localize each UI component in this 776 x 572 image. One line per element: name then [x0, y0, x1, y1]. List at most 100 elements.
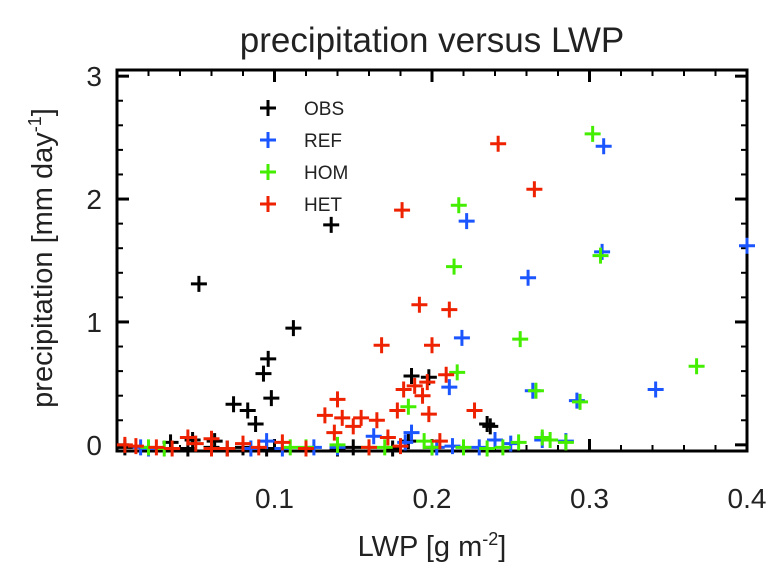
- point-obs: [225, 396, 242, 413]
- x-axis-label: LWP [g m-2]: [358, 529, 507, 563]
- point-het: [466, 402, 483, 419]
- y-tick-label: 3: [86, 61, 102, 92]
- point-het: [298, 440, 314, 457]
- point-hom: [592, 247, 609, 264]
- legend-label: HOM: [304, 163, 348, 184]
- x-axis-label-close: ]: [498, 531, 506, 563]
- point-obs: [247, 415, 264, 432]
- point-obs: [260, 350, 277, 367]
- point-ref: [594, 243, 611, 260]
- legend-item-hom: HOM: [260, 163, 348, 184]
- point-hom: [512, 331, 529, 348]
- point-hom: [449, 364, 466, 381]
- point-obs: [190, 275, 207, 292]
- point-het: [441, 301, 458, 318]
- point-hom: [329, 436, 346, 453]
- point-hom: [557, 434, 574, 451]
- point-het: [334, 409, 351, 426]
- point-het: [394, 202, 411, 219]
- point-hom: [542, 431, 559, 448]
- point-ref: [520, 269, 537, 286]
- x-axis-label-superscript: -2: [482, 529, 498, 549]
- point-het: [424, 337, 440, 354]
- point-het: [368, 412, 385, 429]
- plot-area: [115, 68, 749, 453]
- point-het: [219, 440, 236, 457]
- y-axis-label: precipitation [mm day-1]: [25, 108, 59, 408]
- point-ref: [647, 381, 664, 398]
- point-hom: [688, 358, 705, 375]
- legend-item-ref: REF: [260, 131, 342, 152]
- point-hom: [450, 197, 467, 214]
- point-hom: [400, 398, 417, 415]
- point-obs: [285, 320, 302, 337]
- legend-item-het: HET: [260, 195, 342, 216]
- point-hom: [572, 393, 589, 410]
- y-axis-label-close: ]: [27, 108, 59, 116]
- point-hom: [376, 439, 393, 456]
- y-tick-label: 0: [86, 430, 102, 461]
- point-obs: [263, 390, 280, 407]
- point-obs: [482, 418, 499, 435]
- legend-marker: [260, 100, 276, 116]
- point-ref: [595, 138, 612, 155]
- point-hom: [584, 125, 601, 142]
- legend-label: REF: [304, 131, 342, 152]
- point-het: [420, 406, 437, 423]
- y-axis: 0 1 2 3: [86, 61, 747, 461]
- point-obs: [479, 415, 496, 432]
- legend-marker: [260, 196, 276, 212]
- point-het: [148, 439, 165, 456]
- point-het: [431, 433, 448, 450]
- y-tick-label: 2: [86, 184, 102, 215]
- point-het: [326, 424, 343, 441]
- series-hom: [140, 125, 705, 457]
- point-het: [419, 374, 436, 391]
- point-het: [274, 434, 291, 451]
- x-tick-label: 0.2: [413, 483, 452, 514]
- point-obs: [403, 368, 420, 385]
- x-tick-label: 0.1: [255, 483, 294, 514]
- point-obs: [239, 402, 256, 419]
- point-het: [373, 337, 390, 354]
- point-ref: [453, 329, 470, 346]
- point-ref: [403, 424, 420, 441]
- point-hom: [455, 439, 472, 456]
- point-ref: [365, 428, 382, 445]
- point-het: [411, 296, 428, 313]
- point-het: [392, 438, 409, 455]
- point-het: [389, 402, 406, 419]
- y-tick-label: 1: [86, 307, 102, 338]
- y-axis-label-main: precipitation [mm day: [27, 132, 59, 408]
- point-het: [316, 407, 333, 424]
- point-hom: [479, 440, 496, 457]
- point-hom: [527, 382, 544, 399]
- point-het: [526, 181, 543, 198]
- point-obs: [323, 216, 340, 233]
- point-hom: [446, 258, 463, 275]
- point-het: [187, 435, 204, 452]
- point-obs: [345, 439, 362, 456]
- x-axis-label-main: LWP [g m: [358, 531, 483, 563]
- legend-item-obs: OBS: [260, 99, 344, 120]
- y-axis-label-superscript: -1: [25, 116, 45, 132]
- point-het: [345, 418, 362, 435]
- legend-label: OBS: [304, 99, 344, 120]
- point-het: [353, 409, 370, 426]
- point-obs: [255, 365, 272, 382]
- point-het: [329, 391, 346, 408]
- point-hom: [494, 439, 511, 456]
- point-het: [361, 439, 377, 456]
- point-het: [379, 429, 396, 446]
- series-obs: [116, 216, 499, 457]
- point-het: [414, 387, 431, 404]
- plot-frame: [115, 68, 749, 453]
- point-het: [164, 440, 181, 457]
- legend: OBS REF HOM HET: [260, 99, 348, 216]
- point-het: [203, 440, 220, 457]
- point-ref: [739, 237, 755, 254]
- point-ref: [487, 431, 503, 448]
- point-het: [116, 436, 133, 453]
- point-het: [438, 366, 455, 383]
